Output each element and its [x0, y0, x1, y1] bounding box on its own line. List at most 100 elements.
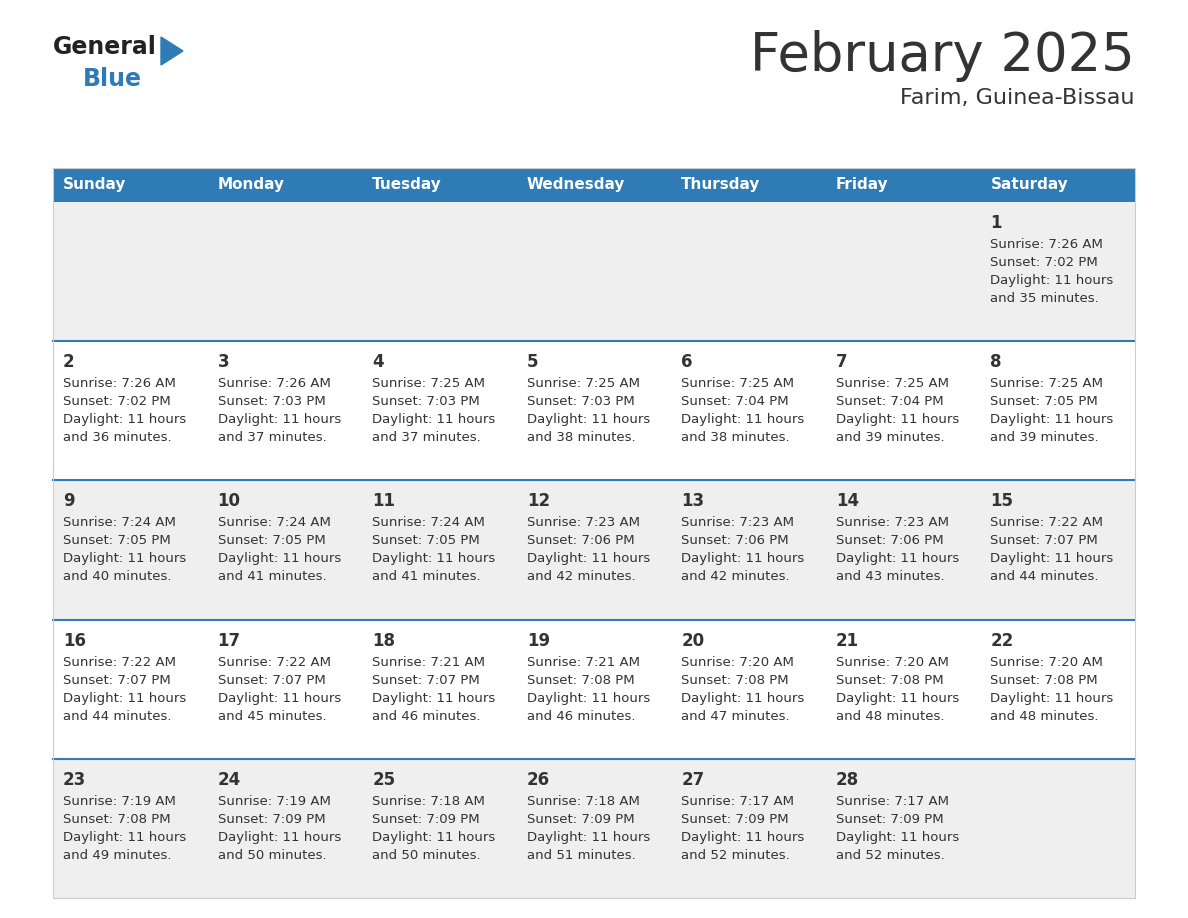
Text: and 45 minutes.: and 45 minutes. — [217, 710, 327, 722]
Text: February 2025: February 2025 — [751, 30, 1135, 82]
Text: 8: 8 — [991, 353, 1001, 371]
Text: Sunrise: 7:24 AM: Sunrise: 7:24 AM — [372, 517, 485, 530]
Text: Sunrise: 7:22 AM: Sunrise: 7:22 AM — [63, 655, 176, 668]
Text: and 39 minutes.: and 39 minutes. — [991, 431, 1099, 444]
Text: Sunset: 7:09 PM: Sunset: 7:09 PM — [372, 812, 480, 826]
Text: and 38 minutes.: and 38 minutes. — [681, 431, 790, 444]
Text: Sunrise: 7:24 AM: Sunrise: 7:24 AM — [63, 517, 176, 530]
Text: Wednesday: Wednesday — [526, 177, 625, 193]
Text: 1: 1 — [991, 214, 1001, 232]
Text: and 52 minutes.: and 52 minutes. — [836, 849, 944, 862]
Text: Sunset: 7:06 PM: Sunset: 7:06 PM — [681, 534, 789, 547]
Text: 3: 3 — [217, 353, 229, 371]
Text: 13: 13 — [681, 492, 704, 510]
Text: and 46 minutes.: and 46 minutes. — [372, 710, 481, 722]
Text: 9: 9 — [63, 492, 75, 510]
Text: Sunset: 7:06 PM: Sunset: 7:06 PM — [526, 534, 634, 547]
Text: Sunrise: 7:22 AM: Sunrise: 7:22 AM — [217, 655, 330, 668]
Text: and 50 minutes.: and 50 minutes. — [217, 849, 327, 862]
Text: Daylight: 11 hours: Daylight: 11 hours — [63, 831, 187, 844]
Text: Saturday: Saturday — [991, 177, 1068, 193]
Text: and 39 minutes.: and 39 minutes. — [836, 431, 944, 444]
Text: Sunrise: 7:26 AM: Sunrise: 7:26 AM — [991, 238, 1104, 251]
Text: and 41 minutes.: and 41 minutes. — [372, 570, 481, 584]
Text: Sunrise: 7:20 AM: Sunrise: 7:20 AM — [836, 655, 949, 668]
Text: 6: 6 — [681, 353, 693, 371]
Text: Sunrise: 7:26 AM: Sunrise: 7:26 AM — [217, 377, 330, 390]
Text: 15: 15 — [991, 492, 1013, 510]
Text: Sunset: 7:08 PM: Sunset: 7:08 PM — [836, 674, 943, 687]
Text: 23: 23 — [63, 771, 87, 789]
Text: Sunset: 7:09 PM: Sunset: 7:09 PM — [681, 812, 789, 826]
Text: 18: 18 — [372, 632, 396, 650]
Text: Daylight: 11 hours: Daylight: 11 hours — [63, 553, 187, 565]
Text: Sunrise: 7:19 AM: Sunrise: 7:19 AM — [217, 795, 330, 808]
Text: Sunrise: 7:25 AM: Sunrise: 7:25 AM — [526, 377, 639, 390]
Text: Sunset: 7:02 PM: Sunset: 7:02 PM — [991, 256, 1098, 269]
Text: Sunrise: 7:25 AM: Sunrise: 7:25 AM — [836, 377, 949, 390]
Bar — [53, 168, 1135, 202]
Bar — [53, 168, 1135, 898]
Text: and 44 minutes.: and 44 minutes. — [63, 710, 171, 722]
Text: Sunrise: 7:21 AM: Sunrise: 7:21 AM — [526, 655, 639, 668]
Text: Daylight: 11 hours: Daylight: 11 hours — [372, 831, 495, 844]
Text: Monday: Monday — [217, 177, 285, 193]
Text: 24: 24 — [217, 771, 241, 789]
Text: Sunrise: 7:17 AM: Sunrise: 7:17 AM — [836, 795, 949, 808]
Text: and 51 minutes.: and 51 minutes. — [526, 849, 636, 862]
Text: Sunrise: 7:26 AM: Sunrise: 7:26 AM — [63, 377, 176, 390]
Text: Sunset: 7:09 PM: Sunset: 7:09 PM — [836, 812, 943, 826]
Text: Daylight: 11 hours: Daylight: 11 hours — [63, 413, 187, 426]
Bar — [53, 620, 1135, 759]
Text: Sunset: 7:04 PM: Sunset: 7:04 PM — [836, 396, 943, 409]
Text: Daylight: 11 hours: Daylight: 11 hours — [526, 413, 650, 426]
Text: 26: 26 — [526, 771, 550, 789]
Text: Sunrise: 7:22 AM: Sunrise: 7:22 AM — [991, 517, 1104, 530]
Text: Sunset: 7:08 PM: Sunset: 7:08 PM — [63, 812, 171, 826]
Text: Sunset: 7:04 PM: Sunset: 7:04 PM — [681, 396, 789, 409]
Text: Daylight: 11 hours: Daylight: 11 hours — [63, 691, 187, 705]
Text: Daylight: 11 hours: Daylight: 11 hours — [217, 413, 341, 426]
Text: Daylight: 11 hours: Daylight: 11 hours — [991, 691, 1113, 705]
Text: Sunset: 7:07 PM: Sunset: 7:07 PM — [991, 534, 1098, 547]
Text: Daylight: 11 hours: Daylight: 11 hours — [836, 553, 959, 565]
Text: Farim, Guinea-Bissau: Farim, Guinea-Bissau — [901, 88, 1135, 108]
Text: Sunset: 7:05 PM: Sunset: 7:05 PM — [991, 396, 1098, 409]
Text: Sunrise: 7:17 AM: Sunrise: 7:17 AM — [681, 795, 795, 808]
Text: Sunrise: 7:23 AM: Sunrise: 7:23 AM — [681, 517, 795, 530]
Text: Sunset: 7:07 PM: Sunset: 7:07 PM — [372, 674, 480, 687]
Text: and 37 minutes.: and 37 minutes. — [217, 431, 327, 444]
Text: 16: 16 — [63, 632, 86, 650]
Text: Sunset: 7:02 PM: Sunset: 7:02 PM — [63, 396, 171, 409]
Text: 7: 7 — [836, 353, 847, 371]
Text: Sunrise: 7:19 AM: Sunrise: 7:19 AM — [63, 795, 176, 808]
Polygon shape — [162, 37, 183, 65]
Text: and 48 minutes.: and 48 minutes. — [991, 710, 1099, 722]
Text: Daylight: 11 hours: Daylight: 11 hours — [526, 553, 650, 565]
Text: Sunset: 7:07 PM: Sunset: 7:07 PM — [63, 674, 171, 687]
Text: 5: 5 — [526, 353, 538, 371]
Text: Sunset: 7:03 PM: Sunset: 7:03 PM — [526, 396, 634, 409]
Text: Tuesday: Tuesday — [372, 177, 442, 193]
Text: and 40 minutes.: and 40 minutes. — [63, 570, 171, 584]
Text: 19: 19 — [526, 632, 550, 650]
Text: 10: 10 — [217, 492, 241, 510]
Text: Daylight: 11 hours: Daylight: 11 hours — [372, 413, 495, 426]
Text: 14: 14 — [836, 492, 859, 510]
Text: Blue: Blue — [83, 67, 143, 91]
Text: Sunrise: 7:20 AM: Sunrise: 7:20 AM — [991, 655, 1104, 668]
Text: Thursday: Thursday — [681, 177, 760, 193]
Text: Sunrise: 7:23 AM: Sunrise: 7:23 AM — [836, 517, 949, 530]
Text: Sunset: 7:06 PM: Sunset: 7:06 PM — [836, 534, 943, 547]
Text: and 52 minutes.: and 52 minutes. — [681, 849, 790, 862]
Text: Daylight: 11 hours: Daylight: 11 hours — [217, 831, 341, 844]
Text: and 41 minutes.: and 41 minutes. — [217, 570, 327, 584]
Text: Daylight: 11 hours: Daylight: 11 hours — [991, 274, 1113, 287]
Text: Sunrise: 7:25 AM: Sunrise: 7:25 AM — [991, 377, 1104, 390]
Text: Daylight: 11 hours: Daylight: 11 hours — [681, 553, 804, 565]
Text: Sunset: 7:05 PM: Sunset: 7:05 PM — [217, 534, 326, 547]
Text: 21: 21 — [836, 632, 859, 650]
Text: Sunrise: 7:21 AM: Sunrise: 7:21 AM — [372, 655, 485, 668]
Text: Sunrise: 7:20 AM: Sunrise: 7:20 AM — [681, 655, 794, 668]
Text: and 37 minutes.: and 37 minutes. — [372, 431, 481, 444]
